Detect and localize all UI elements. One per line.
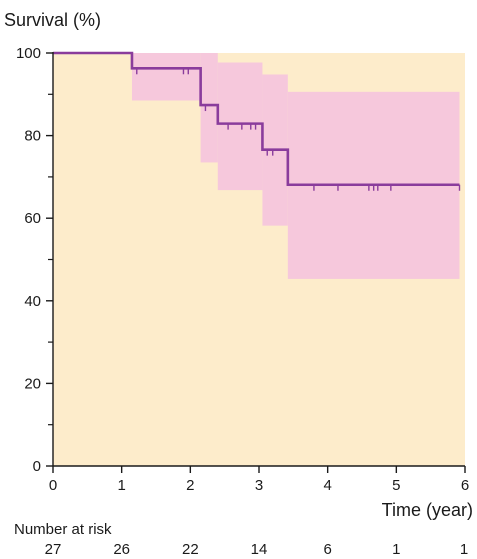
risk-value-1: 26 xyxy=(113,541,130,558)
risk-value-2: 22 xyxy=(182,541,199,558)
x-tick-labels: 0 1 2 3 4 5 6 xyxy=(49,477,469,494)
band-segment-2 xyxy=(200,53,218,163)
band-segment-1 xyxy=(131,53,201,101)
x-tick-label-5: 5 xyxy=(392,477,400,494)
x-axis-label: Time (year) xyxy=(382,500,473,520)
number-at-risk-label: Number at risk xyxy=(14,521,112,538)
y-tick-labels: 0 20 40 60 80 100 xyxy=(16,45,41,475)
y-axis-label: Survival (%) xyxy=(4,10,101,30)
survival-line xyxy=(53,51,460,187)
y-tick-label-0: 0 xyxy=(33,458,41,475)
plot-area xyxy=(53,51,465,466)
x-tick-label-0: 0 xyxy=(49,477,57,494)
x-tick-label-4: 4 xyxy=(323,477,331,494)
risk-value-0: 27 xyxy=(45,541,62,558)
axes xyxy=(46,52,466,473)
x-tick-label-1: 1 xyxy=(117,477,125,494)
y-tick-label-40: 40 xyxy=(24,293,41,310)
censor-marks xyxy=(136,68,461,191)
x-tick-label-2: 2 xyxy=(186,477,194,494)
risk-value-4: 6 xyxy=(323,541,331,558)
risk-value-6: 1 xyxy=(460,541,468,558)
survival-curve xyxy=(53,51,460,187)
y-tick-label-100: 100 xyxy=(16,45,41,62)
x-tick-label-3: 3 xyxy=(255,477,263,494)
number-at-risk-values: 27 26 22 14 6 1 1 xyxy=(45,541,469,558)
risk-value-5: 1 xyxy=(392,541,400,558)
risk-value-3: 14 xyxy=(251,541,268,558)
y-tick-label-20: 20 xyxy=(24,375,41,392)
y-tick-label-60: 60 xyxy=(24,210,41,227)
y-tick-label-80: 80 xyxy=(24,128,41,145)
x-tick-label-6: 6 xyxy=(461,477,469,494)
